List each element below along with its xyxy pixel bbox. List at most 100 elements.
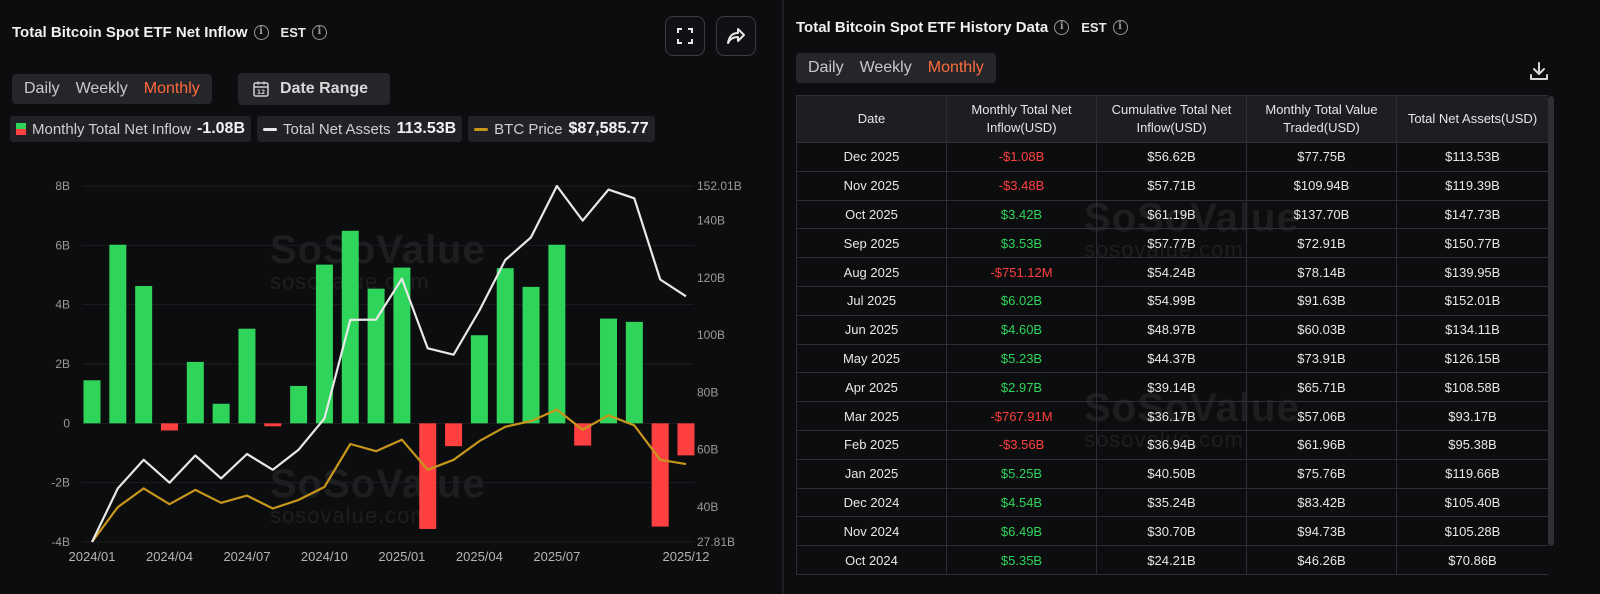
column-header[interactable]: Monthly Total Value Traded(USD) — [1246, 95, 1397, 143]
table-cell: $57.71B — [1096, 171, 1247, 201]
y-tick-label: -4B — [51, 535, 70, 549]
table-cell: $65.71B — [1246, 372, 1397, 403]
table-cell: $36.17B — [1096, 401, 1247, 431]
table-scrollbar[interactable] — [1548, 96, 1554, 546]
tab-monthly[interactable]: Monthly — [927, 59, 984, 76]
table-row: Jun 2025 $4.60B $48.97B $60.03B $134.11B — [796, 315, 1548, 345]
table-cell: Oct 2024 — [796, 545, 947, 575]
date-range-button[interactable]: 12 Date Range — [238, 73, 390, 105]
bar — [445, 423, 463, 447]
table-cell: -$3.48B — [946, 171, 1097, 201]
bar — [238, 328, 256, 424]
info-icon[interactable]: i — [1112, 20, 1128, 35]
legend-btc[interactable]: BTC Price $87,585.77 — [468, 116, 655, 142]
legend-assets[interactable]: Total Net Assets 113.53B — [257, 116, 463, 142]
info-icon[interactable]: i — [1054, 20, 1070, 35]
table-cell: $61.19B — [1096, 200, 1247, 230]
table-cell: $105.28B — [1396, 516, 1548, 547]
table-cell: $57.77B — [1096, 228, 1247, 259]
x-tick-label: 2024/10 — [301, 549, 348, 564]
bar — [290, 385, 308, 424]
table-cell: $91.63B — [1246, 286, 1397, 316]
tab-daily[interactable]: Daily — [808, 59, 844, 76]
table-period-tabs: Daily Weekly Monthly — [796, 53, 996, 83]
table-cell: $35.24B — [1096, 488, 1247, 518]
tab-weekly[interactable]: Weekly — [859, 59, 912, 76]
table-cell: $93.17B — [1396, 401, 1548, 431]
share-icon — [727, 28, 745, 44]
info-icon[interactable]: i — [253, 25, 269, 40]
column-header[interactable]: Cumulative Total Net Inflow(USD) — [1096, 95, 1247, 143]
table-cell: $78.14B — [1246, 257, 1397, 287]
net-inflow-panel: Total Bitcoin Spot ETF Net Inflow i EST … — [0, 0, 782, 594]
table-cell: $4.60B — [946, 315, 1097, 345]
table-cell: Mar 2025 — [796, 401, 947, 431]
table-cell: $77.75B — [1246, 142, 1397, 172]
timezone-label: EST — [280, 25, 306, 40]
bar — [160, 423, 178, 431]
tab-daily[interactable]: Daily — [24, 80, 60, 97]
table-cell: $48.97B — [1096, 315, 1247, 345]
info-icon[interactable]: i — [311, 25, 327, 40]
table-cell: $119.66B — [1396, 459, 1548, 489]
period-tabs: Daily Weekly Monthly — [12, 74, 212, 104]
tab-weekly[interactable]: Weekly — [75, 80, 128, 97]
bar — [83, 380, 101, 424]
table-cell: Dec 2024 — [796, 488, 947, 518]
bar — [212, 403, 230, 424]
column-header[interactable]: Monthly Total Net Inflow(USD) — [946, 95, 1097, 143]
chart-legend: Monthly Total Net Inflow -1.08B Total Ne… — [10, 116, 655, 142]
column-header[interactable]: Date — [796, 95, 947, 143]
table-row: Dec 2025 -$1.08B $56.62B $77.75B $113.53B — [796, 142, 1548, 172]
y2-tick-label: 100B — [697, 328, 725, 342]
table-cell: -$767.91M — [946, 401, 1097, 431]
table-cell: $46.26B — [1246, 545, 1397, 575]
download-icon — [1530, 62, 1548, 80]
table-cell: Aug 2025 — [796, 257, 947, 287]
table-cell: $40.50B — [1096, 459, 1247, 489]
expand-icon — [677, 28, 693, 44]
bar — [341, 230, 359, 424]
column-header[interactable]: Total Net Assets(USD) — [1396, 95, 1548, 143]
table-cell: Jan 2025 — [796, 459, 947, 489]
table-row: Oct 2024 $5.35B $24.21B $46.26B $70.86B — [796, 545, 1548, 575]
x-tick-label: 2025/01 — [378, 549, 425, 564]
table-cell: $61.96B — [1246, 430, 1397, 460]
net-inflow-chart: 8B 6B 4B 2B 0 -2B -4B 152.01B 140B 120B 100B 80B 60B… — [51, 179, 741, 564]
y2-tick-label: 60B — [697, 443, 718, 457]
date-range-label: Date Range — [280, 80, 369, 97]
table-cell: $30.70B — [1096, 516, 1247, 547]
history-table: Date Monthly Total Net Inflow(USD) Cumul… — [796, 95, 1548, 575]
table-cell: May 2025 — [796, 344, 947, 374]
legend-inflow[interactable]: Monthly Total Net Inflow -1.08B — [10, 116, 251, 142]
tab-monthly[interactable]: Monthly — [143, 80, 200, 97]
table-cell: $137.70B — [1246, 200, 1397, 230]
table-cell: $126.15B — [1396, 344, 1548, 374]
table-cell: Oct 2025 — [796, 200, 947, 230]
panel-divider — [782, 0, 784, 594]
svg-text:12: 12 — [257, 89, 265, 96]
table-row: Jan 2025 $5.25B $40.50B $75.76B $119.66B — [796, 459, 1548, 489]
bar — [109, 244, 127, 424]
table-title-row: Total Bitcoin Spot ETF History Data i ES… — [796, 19, 1128, 36]
calendar-icon: 12 — [253, 81, 269, 97]
y2-tick-label: 120B — [697, 271, 725, 285]
bar — [135, 285, 153, 424]
table-row: Nov 2025 -$3.48B $57.71B $109.94B $119.39B — [796, 171, 1548, 201]
y2-tick-label: 27.81B — [697, 535, 735, 549]
bar-legend-icon — [16, 123, 26, 135]
table-cell: $36.94B — [1096, 430, 1247, 460]
legend-inflow-value: -1.08B — [196, 120, 245, 137]
table-cell: $2.97B — [946, 372, 1097, 403]
table-body: Dec 2025 -$1.08B $56.62B $77.75B $113.53B Nov… — [796, 142, 1548, 575]
share-button[interactable] — [716, 16, 756, 56]
bar — [574, 423, 592, 446]
table-row: Aug 2025 -$751.12M $54.24B $78.14B $139.95B — [796, 257, 1548, 287]
chart-title: Total Bitcoin Spot ETF Net Inflow — [12, 24, 248, 41]
expand-button[interactable] — [665, 16, 705, 56]
download-button[interactable] — [1524, 56, 1554, 86]
bar — [651, 423, 669, 527]
y-tick-label: -2B — [51, 476, 70, 490]
table-row: Nov 2024 $6.49B $30.70B $94.73B $105.28B — [796, 516, 1548, 547]
bar — [470, 335, 488, 424]
